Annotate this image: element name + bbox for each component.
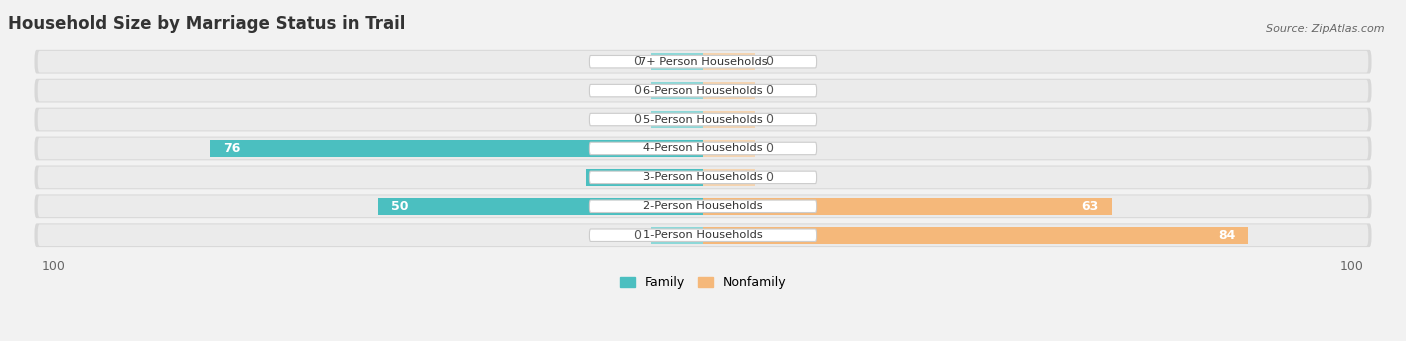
FancyBboxPatch shape [35,108,1371,131]
Text: 0: 0 [765,142,773,155]
Bar [703,53,755,70]
Text: 0: 0 [633,113,641,126]
Text: 7+ Person Households: 7+ Person Households [638,57,768,67]
Text: 50: 50 [391,200,409,213]
Bar [651,111,703,128]
FancyBboxPatch shape [38,138,1368,159]
Text: 1-Person Households: 1-Person Households [643,230,763,240]
Text: 0: 0 [765,84,773,97]
Text: 4-Person Households: 4-Person Households [643,144,763,153]
FancyBboxPatch shape [35,50,1371,74]
FancyBboxPatch shape [35,165,1371,189]
Text: 0: 0 [633,229,641,242]
Bar [378,198,703,215]
FancyBboxPatch shape [589,142,817,155]
Text: 0: 0 [633,84,641,97]
Text: 5-Person Households: 5-Person Households [643,115,763,124]
Text: 6-Person Households: 6-Person Households [643,86,763,95]
Legend: Family, Nonfamily: Family, Nonfamily [614,271,792,294]
Bar [586,169,703,186]
Text: Source: ZipAtlas.com: Source: ZipAtlas.com [1267,24,1385,34]
FancyBboxPatch shape [35,223,1371,247]
FancyBboxPatch shape [35,194,1371,218]
Bar [651,82,703,99]
FancyBboxPatch shape [38,109,1368,130]
FancyBboxPatch shape [38,80,1368,102]
Text: 0: 0 [765,171,773,184]
Bar [651,53,703,70]
FancyBboxPatch shape [589,200,817,212]
Text: 3-Person Households: 3-Person Households [643,173,763,182]
Text: 76: 76 [222,142,240,155]
FancyBboxPatch shape [589,229,817,241]
Bar [703,82,755,99]
Text: Household Size by Marriage Status in Trail: Household Size by Marriage Status in Tra… [8,15,405,33]
FancyBboxPatch shape [589,171,817,183]
Text: 0: 0 [633,55,641,68]
FancyBboxPatch shape [35,79,1371,102]
Bar [651,226,703,244]
FancyBboxPatch shape [589,113,817,126]
FancyBboxPatch shape [589,84,817,97]
Bar [703,140,755,157]
Text: 84: 84 [1218,229,1236,242]
FancyBboxPatch shape [35,137,1371,160]
Bar [703,226,1249,244]
FancyBboxPatch shape [589,56,817,68]
Bar [209,140,703,157]
Text: 18: 18 [599,171,616,184]
FancyBboxPatch shape [38,166,1368,188]
Bar [703,198,1112,215]
Bar [703,169,755,186]
Text: 63: 63 [1081,200,1099,213]
FancyBboxPatch shape [38,224,1368,246]
FancyBboxPatch shape [38,51,1368,73]
Text: 0: 0 [765,55,773,68]
Bar [703,111,755,128]
FancyBboxPatch shape [38,195,1368,217]
Text: 2-Person Households: 2-Person Households [643,201,763,211]
Text: 0: 0 [765,113,773,126]
